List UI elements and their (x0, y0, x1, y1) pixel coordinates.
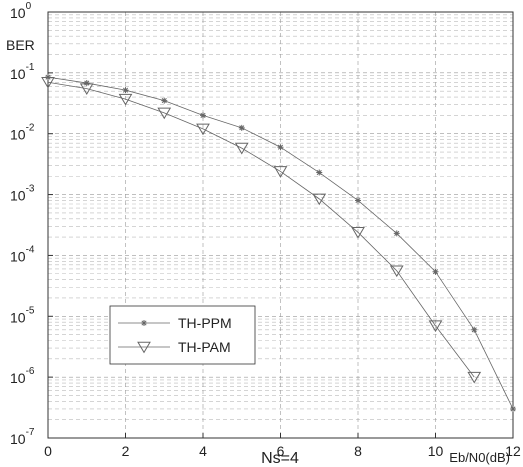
y-tick-exponent: -3 (26, 184, 35, 195)
marker (161, 97, 168, 104)
y-tick-exponent: -5 (26, 305, 35, 316)
y-tick-label: 10-6 (10, 366, 35, 386)
y-tick-exponent: -6 (26, 366, 35, 377)
marker (137, 341, 151, 354)
y-tick-label: 10-2 (10, 123, 35, 143)
marker (355, 197, 361, 204)
marker (41, 76, 55, 89)
x-tick-label: 8 (354, 443, 362, 459)
y-tick-exponent: -7 (26, 427, 35, 438)
marker (432, 268, 439, 275)
y-tick-base: 10 (10, 66, 26, 82)
y-tick-base: 10 (10, 248, 26, 264)
marker (273, 166, 288, 178)
marker (316, 169, 323, 176)
x-tick-label: 4 (199, 443, 207, 459)
marker (238, 124, 245, 131)
marker (196, 123, 210, 136)
marker (510, 405, 516, 412)
y-tick-base: 10 (10, 127, 26, 143)
marker (393, 230, 400, 237)
x-tick-label: 0 (44, 443, 52, 459)
y-tick-base: 10 (10, 188, 26, 204)
series-line (47, 81, 475, 378)
marker (141, 320, 147, 326)
y-tick-label: 10-5 (10, 305, 35, 325)
marker (234, 142, 249, 155)
marker (428, 320, 443, 333)
x-tick-label: 6 (277, 443, 285, 459)
y-tick-exponent: -1 (26, 62, 35, 73)
y-tick-label: 100 (10, 1, 32, 21)
marker (122, 87, 129, 94)
legend-label: TH-PAM (178, 339, 231, 355)
y-tick-exponent: -4 (26, 244, 35, 255)
legend-box (109, 305, 256, 365)
y-axis-label: BER (6, 37, 35, 53)
y-tick-label: 10-4 (10, 244, 35, 264)
marker (312, 193, 327, 206)
marker (389, 265, 404, 278)
y-tick-label: 10-7 (10, 427, 35, 447)
x-axis-label: Eb/N0(dB) (449, 450, 510, 465)
marker (200, 112, 206, 119)
y-tick-label: 10-3 (10, 184, 35, 204)
marker (277, 144, 284, 151)
y-tick-base: 10 (10, 431, 26, 447)
marker (157, 107, 172, 120)
marker (351, 226, 365, 239)
marker (118, 93, 133, 106)
legend-label: TH-PPM (178, 315, 232, 331)
y-tick-base: 10 (10, 5, 26, 21)
marker (79, 83, 94, 96)
marker (467, 371, 482, 384)
caption: Ns=4 (261, 450, 299, 467)
y-tick-base: 10 (10, 370, 26, 386)
x-tick-label: 12 (505, 443, 521, 459)
y-tick-base: 10 (10, 309, 26, 325)
x-tick-label: 10 (428, 443, 444, 459)
x-tick-label: 2 (122, 443, 130, 459)
y-tick-exponent: -2 (26, 123, 35, 134)
marker (471, 326, 478, 333)
marker (83, 80, 90, 87)
y-tick-exponent: 0 (26, 1, 32, 12)
plot-frame (47, 11, 514, 439)
y-tick-label: 10-1 (10, 62, 35, 82)
